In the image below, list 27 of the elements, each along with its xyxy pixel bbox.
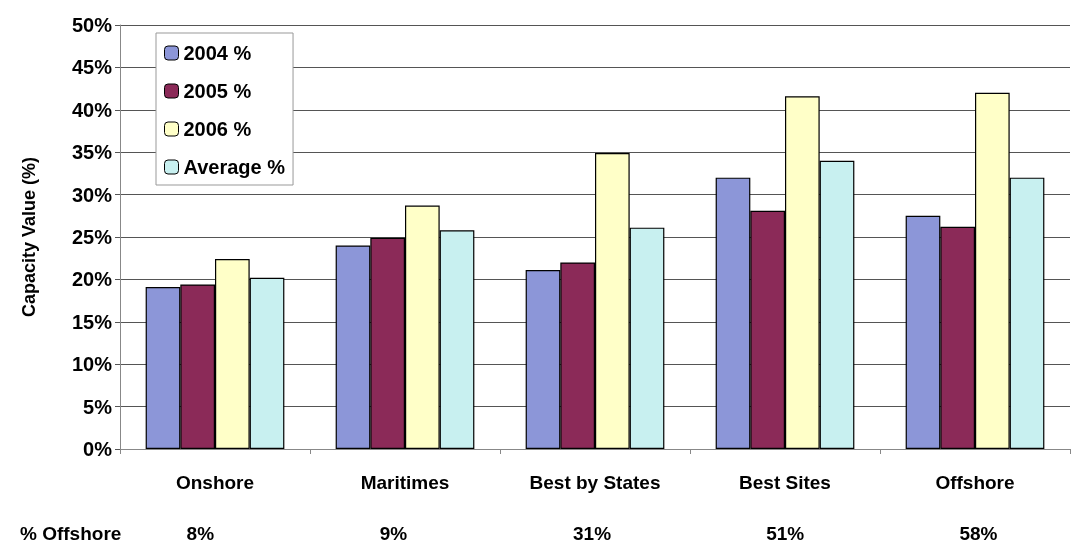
text: 31%: [573, 523, 612, 544]
y-tick-label: 15%: [71, 310, 113, 333]
x-tick-label: Best Sites: [739, 472, 831, 493]
y-axis-title: Capacity Value (%): [19, 156, 39, 318]
legend-label: 2004 %: [183, 42, 252, 64]
x-tick-label: Maritimes: [360, 472, 450, 493]
text: 58%: [959, 523, 998, 544]
y-tick-label: 50%: [71, 14, 113, 36]
y-tick-label: 45%: [71, 56, 113, 79]
legend-label: 2005 %: [183, 80, 252, 102]
y-tick-label: 20%: [71, 268, 113, 291]
y-tick-label: 35%: [71, 141, 113, 164]
y-tick-label: 0%: [83, 438, 113, 460]
x-tick-label: Offshore: [935, 472, 1015, 493]
x-tick-label: Onshore: [175, 472, 255, 493]
text: 8%: [186, 523, 215, 544]
text: % Offshore: [20, 523, 122, 544]
text: 9%: [379, 523, 408, 544]
y-tick-label: 25%: [71, 226, 113, 248]
legend-label: Average %: [183, 156, 286, 178]
text: 51%: [766, 523, 805, 544]
y-tick-label: 5%: [83, 395, 113, 418]
y-tick-label: 30%: [71, 183, 113, 206]
y-tick-label: 10%: [71, 353, 113, 376]
y-tick-label: 40%: [71, 98, 113, 121]
x-tick-label: Best by States: [529, 472, 661, 493]
legend-label: 2006 %: [183, 118, 252, 140]
